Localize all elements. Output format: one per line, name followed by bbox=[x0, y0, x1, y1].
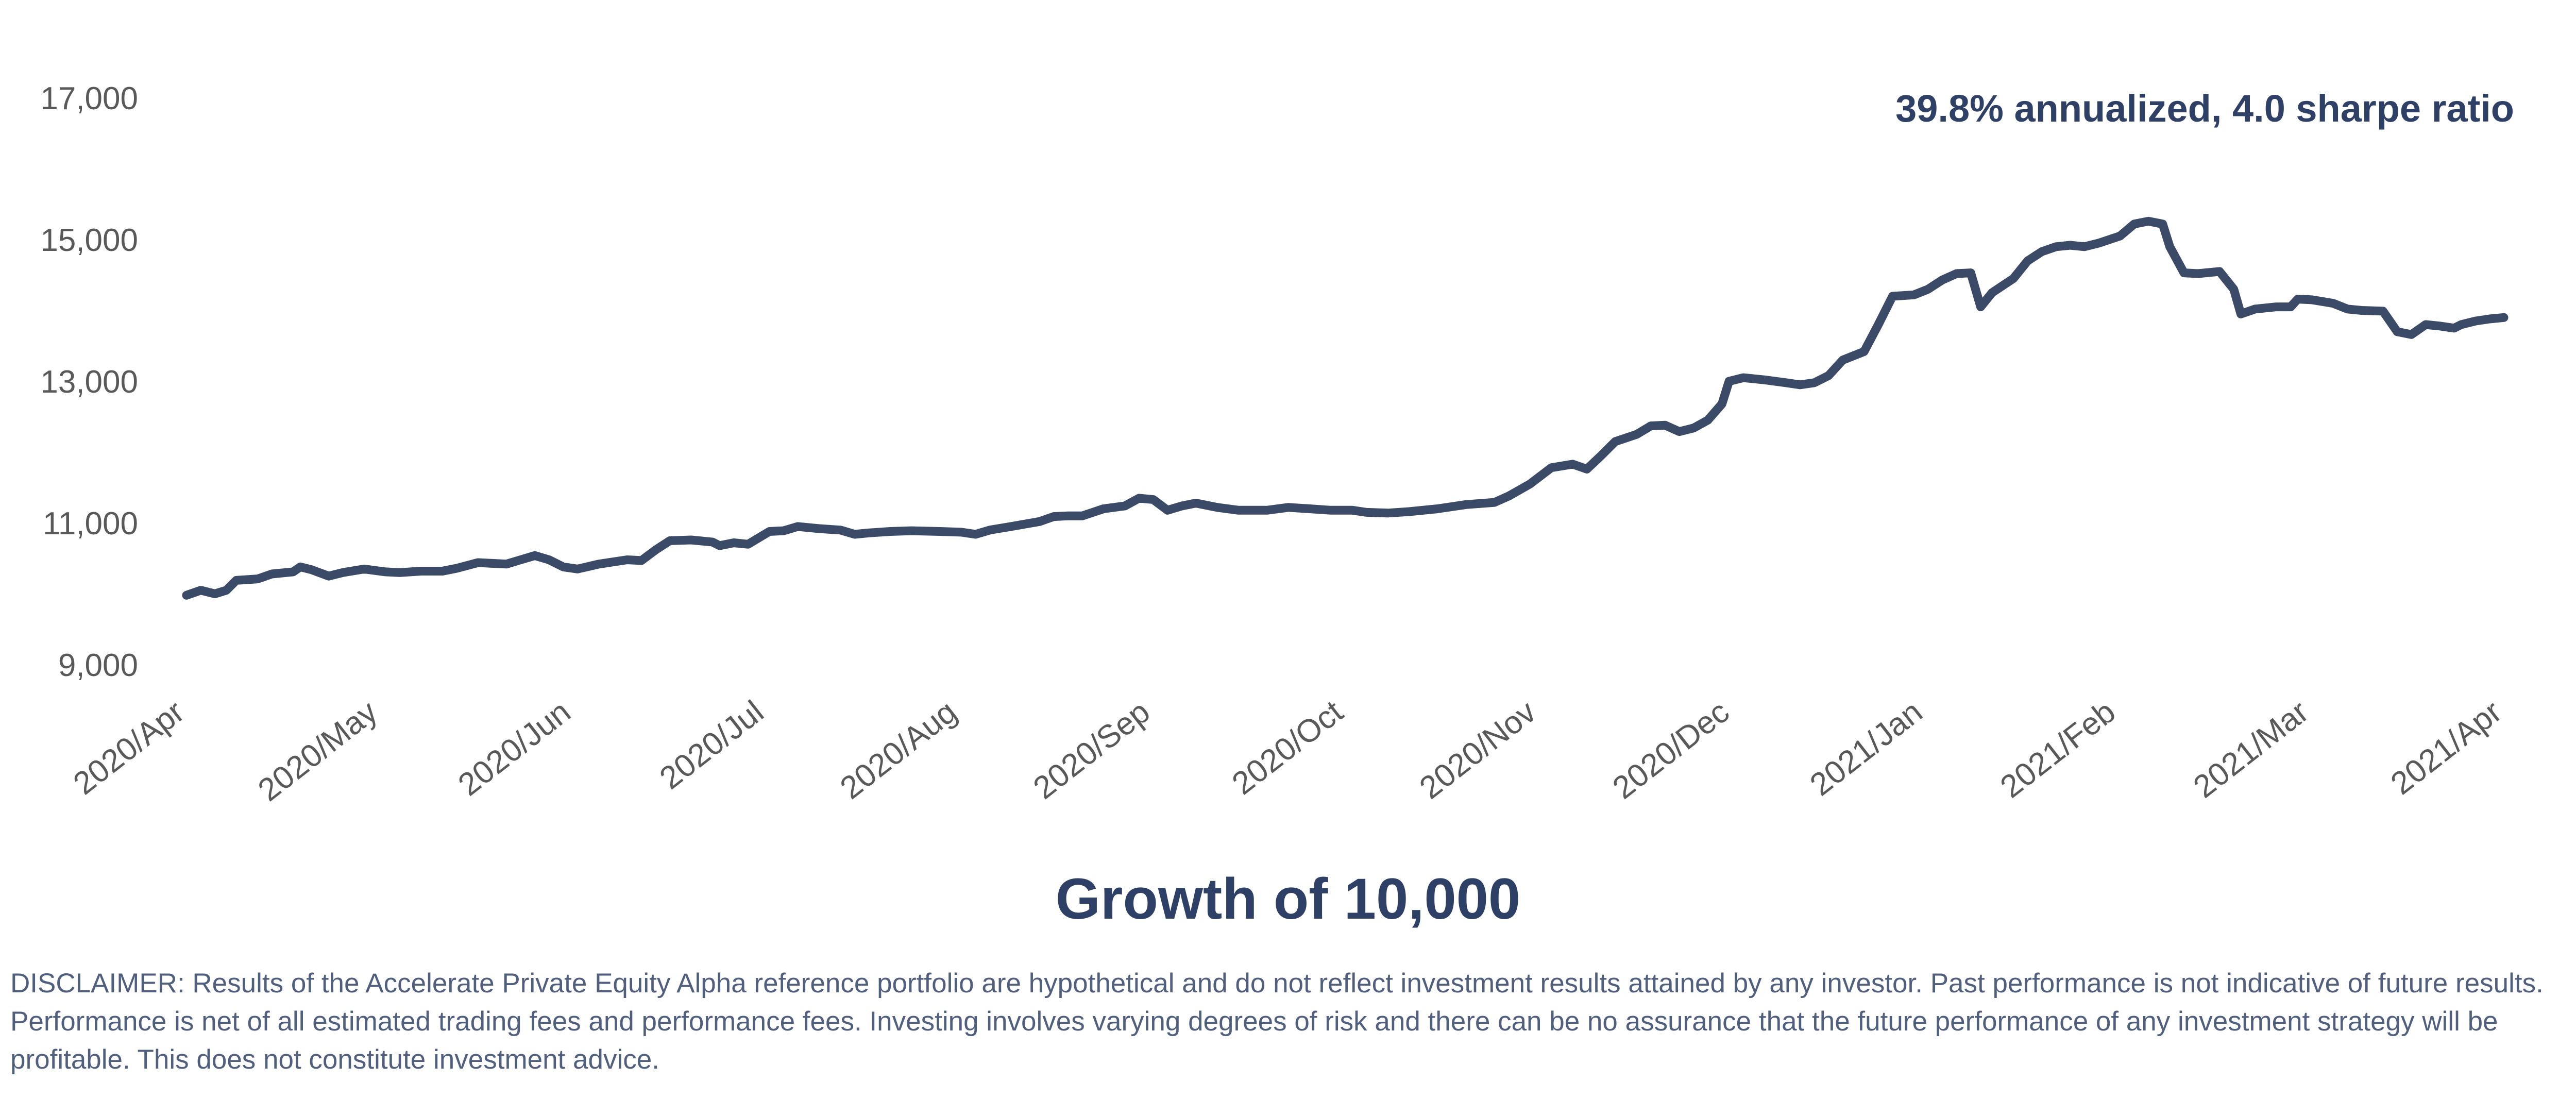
y-tick-label: 17,000 bbox=[40, 81, 138, 116]
y-tick-label: 13,000 bbox=[40, 364, 138, 400]
disclaimer-text: DISCLAIMER: Results of the Accelerate Pr… bbox=[10, 968, 2544, 1075]
x-tick-label: 2020/May bbox=[251, 694, 384, 808]
series-layer bbox=[182, 216, 2509, 600]
y-tick-label: 15,000 bbox=[40, 223, 138, 258]
x-tick-label: 2021/Jan bbox=[1804, 694, 1929, 803]
performance-annotation: 39.8% annualized, 4.0 sharpe ratio bbox=[1895, 87, 2514, 130]
x-axis: 2020/Apr 2020/May 2020/Jun 2020/Jul 2020/Aug… bbox=[67, 694, 2509, 808]
y-tick-label: 11,000 bbox=[43, 506, 138, 542]
x-tick-label: 2021/Mar bbox=[2187, 694, 2315, 805]
x-tick-label: 2021/Apr bbox=[2384, 694, 2509, 802]
x-tick-label: 2020/Jul bbox=[653, 694, 770, 797]
y-tick-label: 9,000 bbox=[58, 648, 138, 683]
y-axis: 9,000 11,000 13,000 15,000 17,000 bbox=[40, 81, 138, 683]
growth-series-line bbox=[182, 216, 2509, 600]
x-tick-label: 2020/Aug bbox=[834, 694, 963, 806]
x-tick-label: 2020/Nov bbox=[1413, 694, 1543, 806]
x-tick-label: 2020/Dec bbox=[1606, 694, 1736, 806]
x-tick-label: 2020/Sep bbox=[1027, 694, 1157, 806]
chart-title: Growth of 10,000 bbox=[1055, 867, 1521, 931]
x-tick-label: 2021/Feb bbox=[1994, 694, 2122, 805]
x-tick-label: 2020/Oct bbox=[1226, 694, 1350, 802]
x-tick-label: 2020/Apr bbox=[67, 694, 191, 802]
x-tick-label: 2020/Jun bbox=[452, 694, 578, 803]
